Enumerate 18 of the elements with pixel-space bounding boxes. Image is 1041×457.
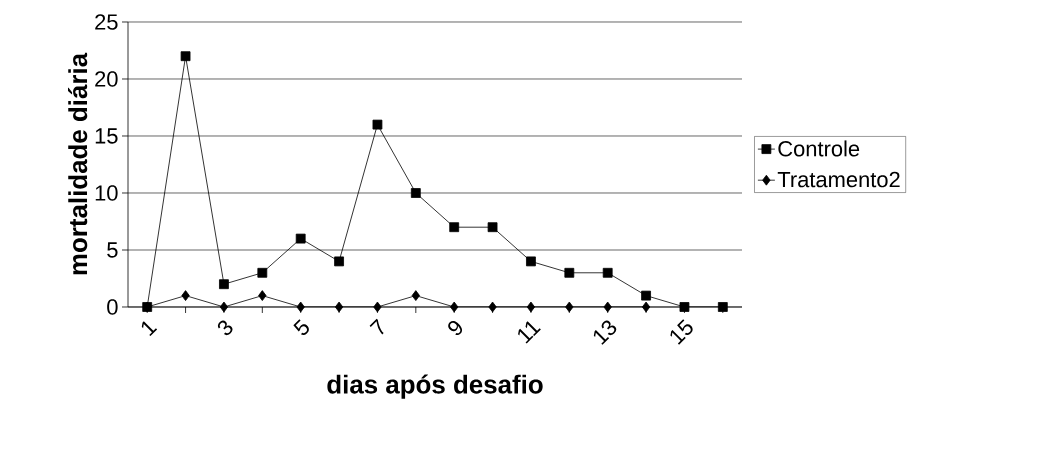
x-tick-label: 5: [293, 319, 309, 336]
y-tick-label: 25: [95, 14, 118, 30]
x-tick-label: 13: [593, 320, 617, 345]
x-tick-label: 3: [217, 320, 233, 336]
x-tick-label: 7: [369, 318, 384, 335]
x-tick-label: 9: [448, 320, 463, 336]
x-tick-label: 11: [518, 321, 541, 344]
y-tick-label: 0: [107, 299, 118, 315]
legend-label: Controle: [778, 140, 860, 157]
y-tick-label: 20: [95, 71, 118, 87]
x-tick-label: 1: [141, 321, 158, 337]
y-axis-title: mortalidade diária: [68, 52, 88, 275]
x-tick-label: 15: [670, 319, 693, 345]
y-tick-label: 15: [95, 128, 118, 144]
x-axis-title: dias após desafio: [327, 374, 543, 399]
legend-label: Tratamento2: [777, 171, 900, 188]
y-tick-label: 5: [107, 242, 118, 258]
y-tick-label: 10: [95, 185, 118, 201]
